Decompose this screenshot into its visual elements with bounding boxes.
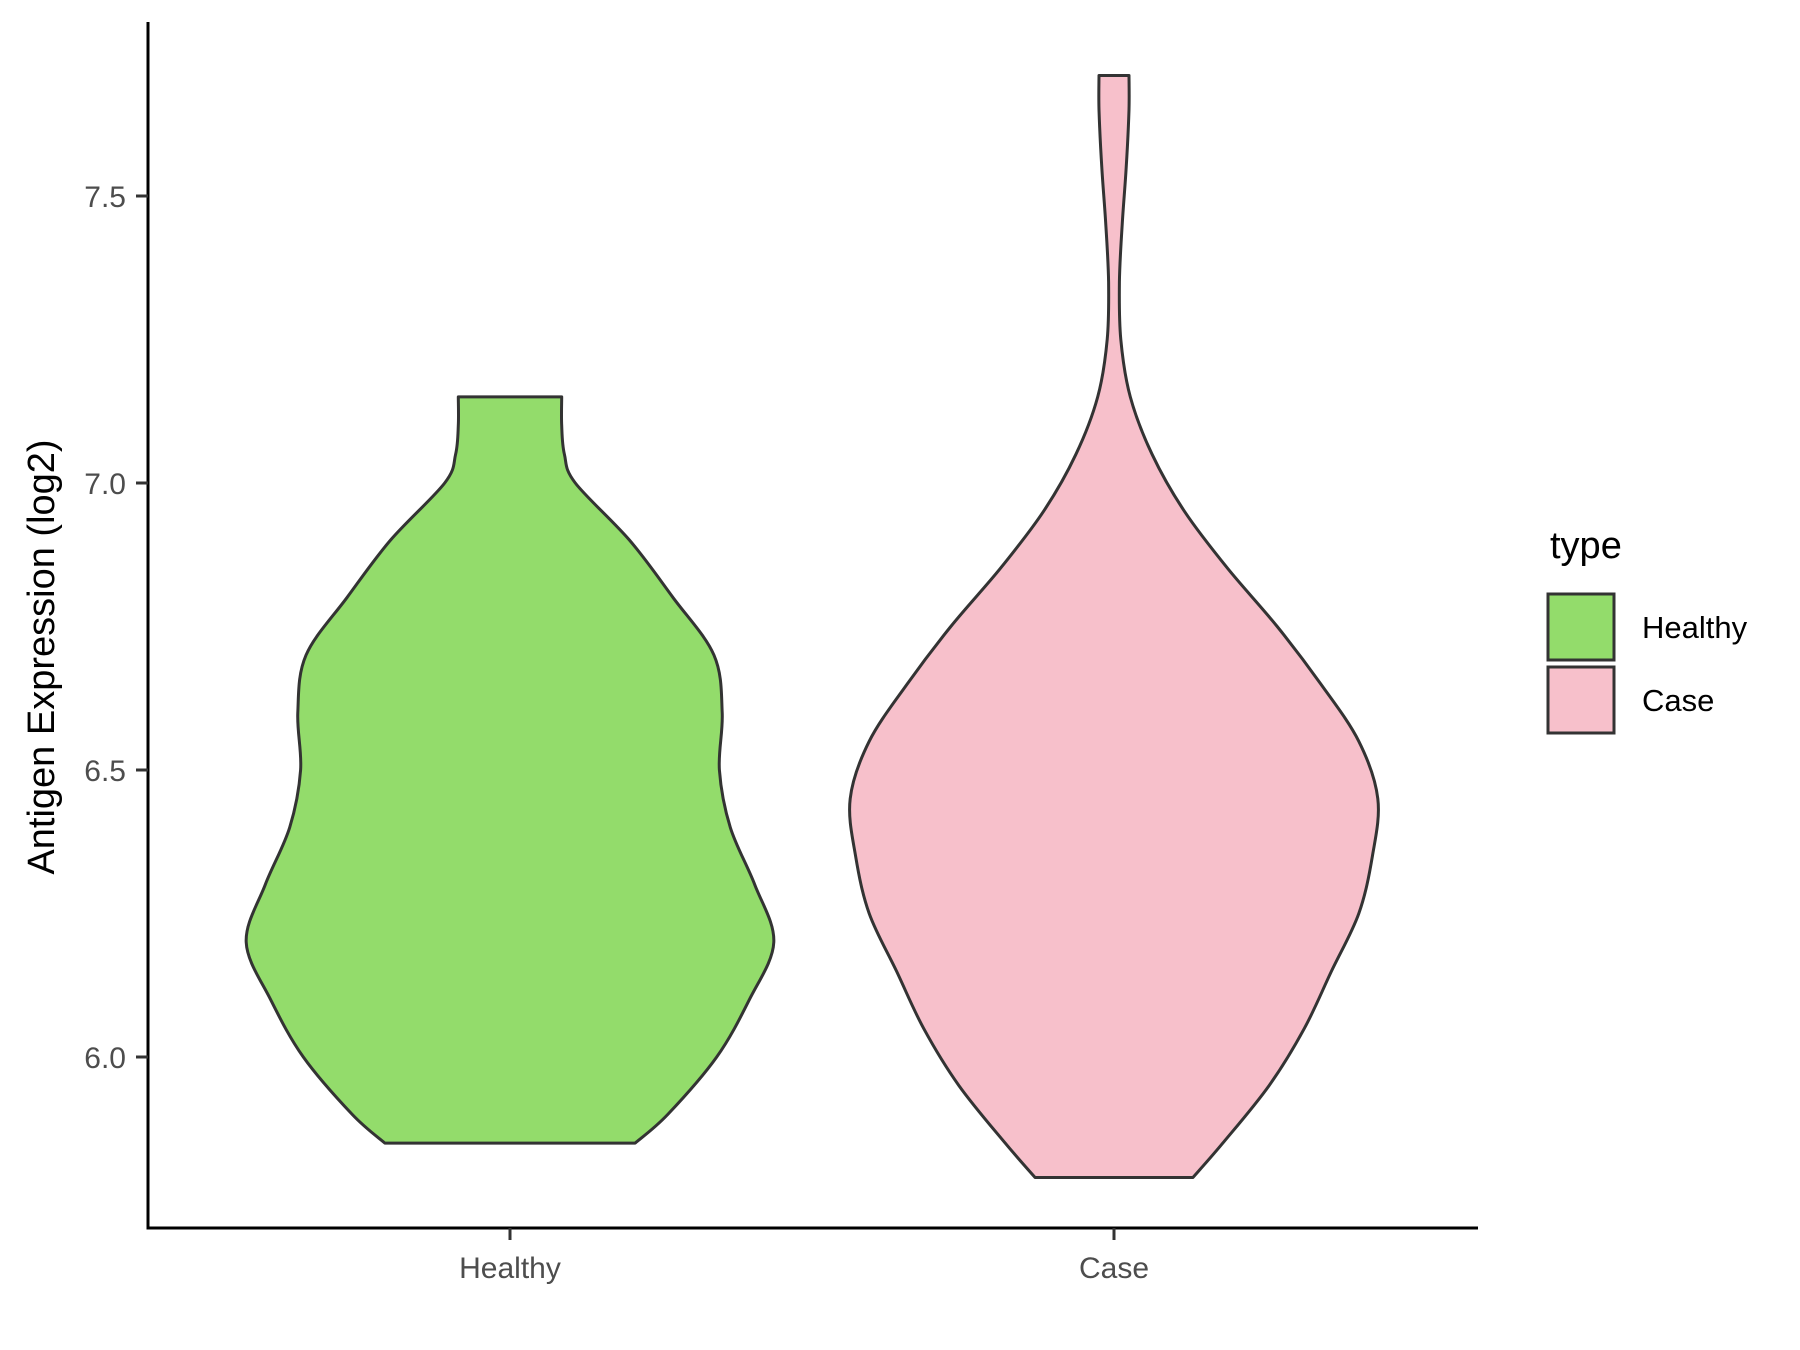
y-tick-label: 7.5: [84, 181, 126, 214]
x-tick-label-case: Case: [1079, 1252, 1149, 1285]
y-axis-ticks: 6.0 6.5 7.0 7.5: [84, 181, 148, 1075]
legend-label-healthy: Healthy: [1642, 610, 1748, 645]
y-tick-label: 7.0: [84, 468, 126, 501]
violin-healthy: [244, 395, 776, 1145]
legend-key-healthy: [1546, 592, 1616, 662]
legend-key-case: [1546, 665, 1616, 735]
legend-label-case: Case: [1642, 683, 1714, 718]
violin-case: [848, 74, 1380, 1179]
legend-title: type: [1550, 525, 1622, 567]
x-tick-label-healthy: Healthy: [459, 1252, 561, 1285]
y-tick-label: 6.5: [84, 755, 126, 788]
violin-layer: [244, 74, 1380, 1179]
legend: type Healthy Case: [1546, 525, 1748, 735]
y-axis-title: Antigen Expression (log2): [21, 439, 63, 874]
x-axis-ticks: Healthy Case: [459, 1228, 1149, 1285]
y-tick-label: 6.0: [84, 1042, 126, 1075]
